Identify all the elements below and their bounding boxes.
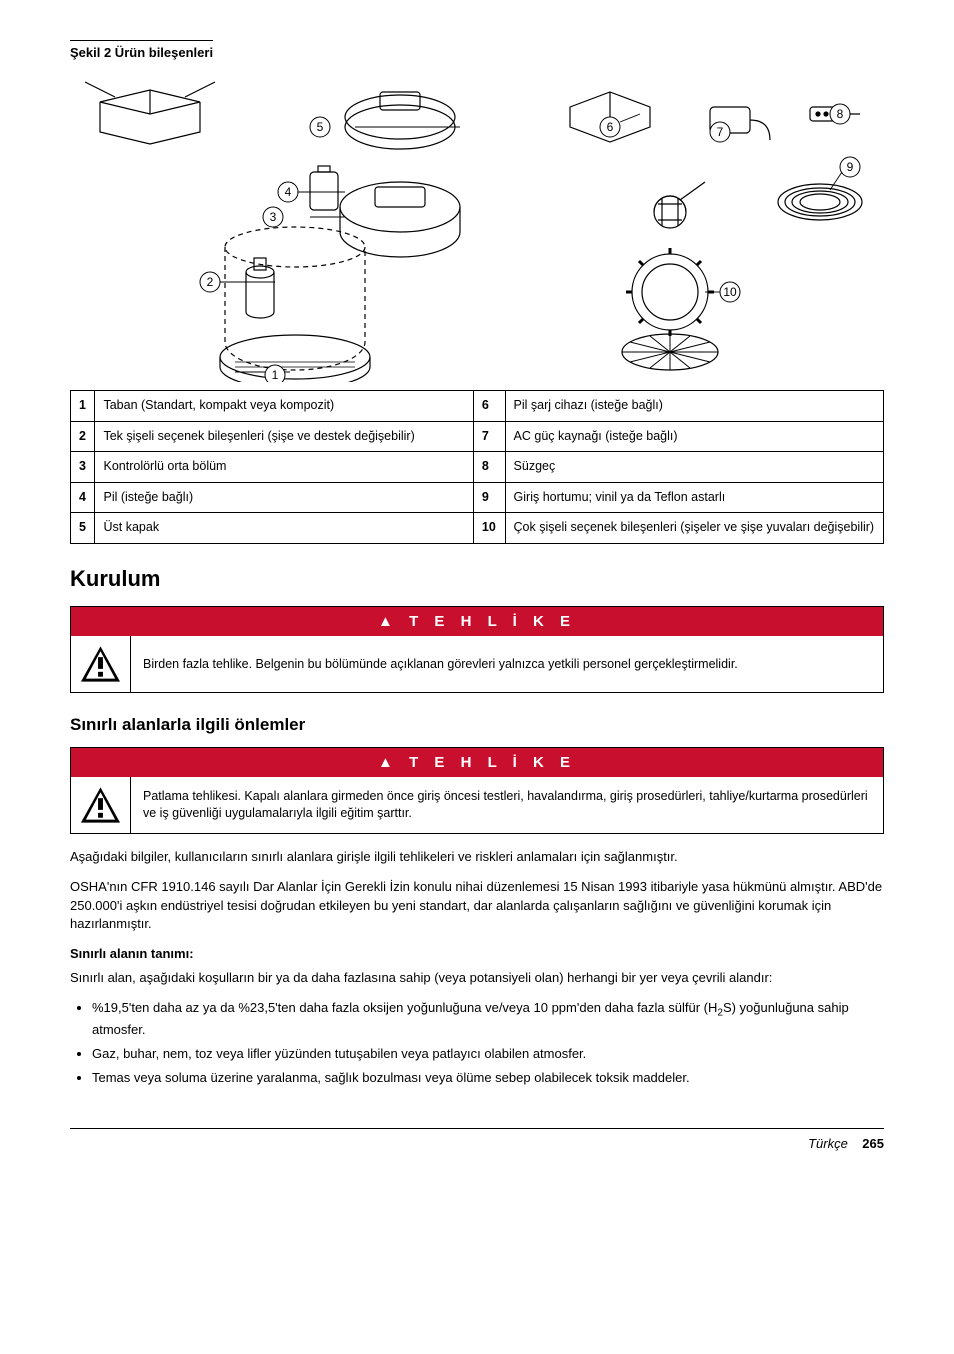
danger-text: Patlama tehlikesi. Kapalı alanlara girme… [131,778,883,833]
part-description: Üst kapak [95,513,473,544]
part-number: 3 [71,452,95,483]
part-number: 5 [71,513,95,544]
svg-text:4: 4 [285,185,292,199]
part-description: Çok şişeli seçenek bileşenleri (şişeler … [505,513,883,544]
subsection-confined-spaces: Sınırlı alanlarla ilgili önlemler [70,713,884,737]
part-description: AC güç kaynağı (isteğe bağlı) [505,421,883,452]
svg-text:7: 7 [717,125,724,139]
paragraph-osha: OSHA'nın CFR 1910.146 sayılı Dar Alanlar… [70,878,884,933]
definition-title: Sınırlı alanın tanımı: [70,945,884,963]
figure-caption: Şekil 2 Ürün bileşenleri [70,40,213,62]
danger-header: ▲ T E H L İ K E [71,748,883,777]
danger-box-2: ▲ T E H L İ K E Patlama tehlikesi. Kapal… [70,747,884,834]
part-number: 4 [71,482,95,513]
part-number: 9 [473,482,505,513]
bullet-list: %19,5'ten daha az ya da %23,5'ten daha f… [70,999,884,1087]
bullet-item: Gaz, buhar, nem, toz veya lifler yüzünde… [92,1045,884,1063]
part-number: 8 [473,452,505,483]
part-number: 10 [473,513,505,544]
warning-triangle-icon: ▲ [378,613,399,630]
part-number: 7 [473,421,505,452]
hazard-icon [71,636,131,692]
hazard-icon [71,777,131,833]
footer-page-number: 265 [862,1136,884,1151]
warning-triangle-icon: ▲ [378,754,399,771]
svg-text:2: 2 [207,275,214,289]
part-number: 1 [71,391,95,422]
svg-text:6: 6 [607,120,614,134]
part-description: Taban (Standart, kompakt veya kompozit) [95,391,473,422]
part-description: Pil şarj cihazı (isteğe bağlı) [505,391,883,422]
part-description: Süzgeç [505,452,883,483]
svg-text:10: 10 [723,285,737,299]
svg-text:3: 3 [270,210,277,224]
product-components-diagram: 5 4 3 2 1 [70,72,884,382]
bullet-item: Temas veya soluma üzerine yaralanma, sağ… [92,1069,884,1087]
part-description: Kontrolörlü orta bölüm [95,452,473,483]
danger-header-text: T E H L İ K E [409,754,576,771]
parts-table: 1Taban (Standart, kompakt veya kompozit)… [70,390,884,544]
svg-text:1: 1 [272,368,279,382]
part-number: 6 [473,391,505,422]
section-kurulum: Kurulum [70,564,884,595]
footer-language: Türkçe [808,1136,848,1151]
part-description: Giriş hortumu; vinil ya da Teflon astarl… [505,482,883,513]
paragraph-intro: Aşağıdaki bilgiler, kullanıcıların sınır… [70,848,884,866]
svg-text:5: 5 [317,120,324,134]
danger-text: Birden fazla tehlike. Belgenin bu bölümü… [131,646,883,684]
danger-header: ▲ T E H L İ K E [71,607,883,636]
page-footer: Türkçe 265 [70,1128,884,1153]
danger-box-1: ▲ T E H L İ K E Birden fazla tehlike. Be… [70,606,884,693]
part-description: Pil (isteğe bağlı) [95,482,473,513]
svg-text:8: 8 [837,107,844,121]
bullet-item: %19,5'ten daha az ya da %23,5'ten daha f… [92,999,884,1039]
svg-text:9: 9 [847,160,854,174]
danger-header-text: T E H L İ K E [409,613,576,630]
paragraph-definition: Sınırlı alan, aşağıdaki koşulların bir y… [70,969,884,987]
part-number: 2 [71,421,95,452]
part-description: Tek şişeli seçenek bileşenleri (şişe ve … [95,421,473,452]
